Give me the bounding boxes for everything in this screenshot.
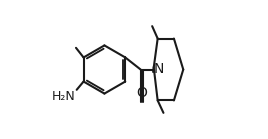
- Text: O: O: [136, 86, 147, 100]
- Text: N: N: [153, 62, 163, 76]
- Text: H₂N: H₂N: [52, 90, 76, 104]
